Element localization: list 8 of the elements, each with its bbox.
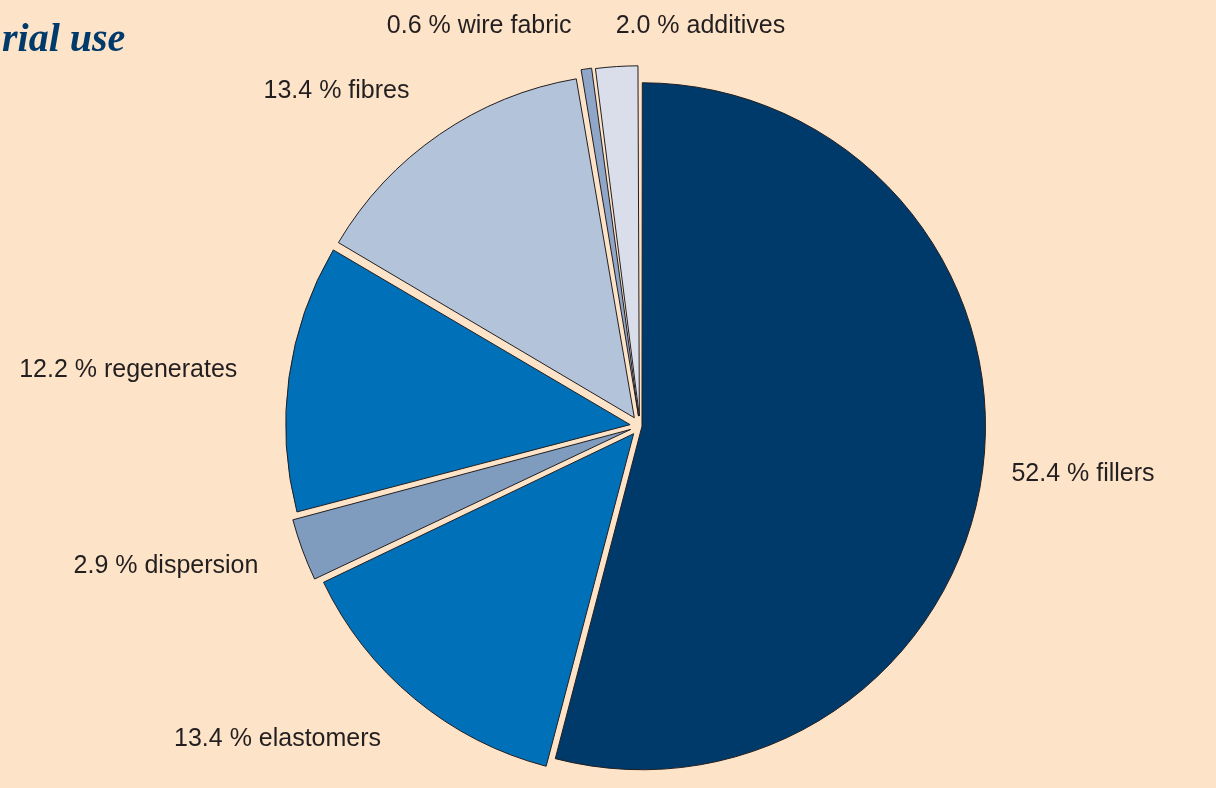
slice-label: 52.4 % fillers — [1011, 457, 1155, 486]
slice-label: 13.4 % elastomers — [174, 723, 382, 752]
slice-label: 13.4 % fibres — [263, 75, 410, 104]
chart-title: rial use — [2, 14, 126, 61]
slice-label: 12.2 % regenerates — [19, 354, 238, 383]
slice-label: 0.6 % wire fabric — [386, 9, 572, 38]
slice-label: 2.9 % dispersion — [73, 549, 259, 578]
slice-label: 2.0 % additives — [615, 9, 786, 38]
